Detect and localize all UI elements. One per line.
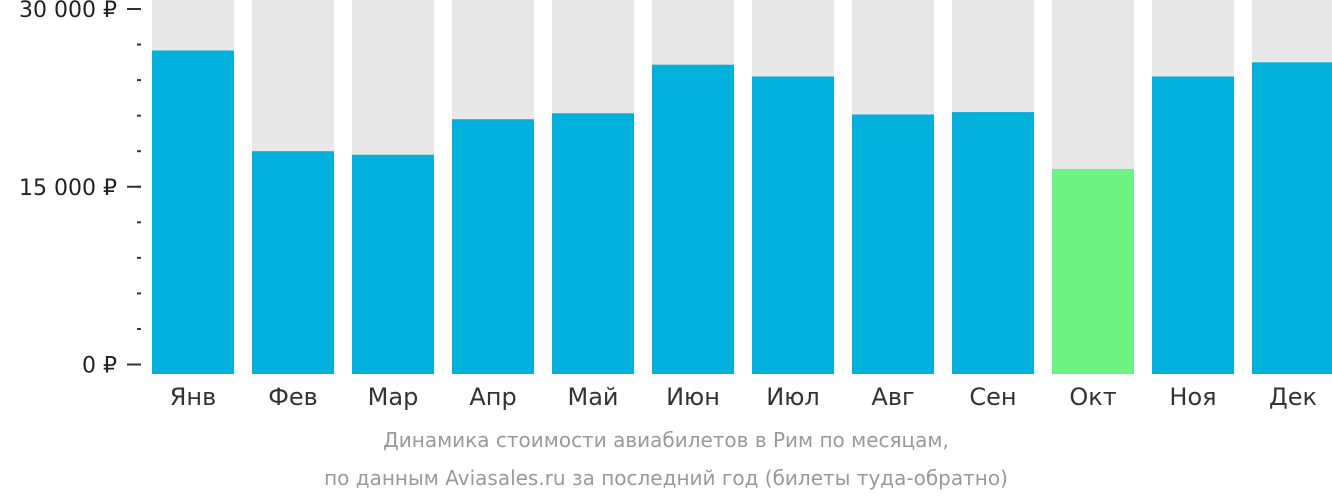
caption-line-1: Динамика стоимости авиабилетов в Рим по … [383, 428, 949, 452]
x-tick-label-month-5: Май [567, 383, 618, 411]
x-tick-label-month-2: Фев [268, 383, 318, 411]
x-tick-label-month-1: Янв [170, 383, 217, 411]
bar-month-12[interactable] [1252, 62, 1332, 374]
bar-month-3[interactable] [352, 154, 434, 374]
x-tick-label-month-12: Дек [1269, 383, 1317, 411]
x-tick-label-month-6: Июн [666, 383, 720, 411]
bar-month-11[interactable] [1152, 76, 1234, 375]
bar-month-10[interactable] [1052, 168, 1134, 374]
y-tick-label: 15 000 ₽ [19, 176, 117, 201]
bar-month-8[interactable] [852, 114, 934, 374]
bar-month-7[interactable] [752, 76, 834, 375]
x-tick-label-month-11: Ноя [1169, 383, 1216, 411]
x-tick-label-month-10: Окт [1069, 383, 1116, 411]
x-tick-label-month-7: Июл [766, 383, 820, 411]
y-tick-label: 0 ₽ [82, 354, 117, 379]
bar-month-5[interactable] [552, 113, 634, 374]
x-tick-label-month-3: Мар [368, 383, 419, 411]
x-tick-label-month-4: Апр [469, 383, 516, 411]
bar-month-4[interactable] [452, 119, 534, 374]
bars [152, 50, 1332, 375]
caption-line-2: по данным Aviasales.ru за последний год … [324, 466, 1008, 490]
price-bar-chart: 0 ₽ 15 000 ₽ 30 000 ₽ Янв Фев Мар Апр Май Июн Ию… [19, 0, 1332, 411]
bar-month-1[interactable] [152, 50, 234, 374]
y-axis: 0 ₽ 15 000 ₽ 30 000 ₽ [19, 0, 141, 379]
bar-month-2[interactable] [252, 151, 334, 374]
x-axis-labels: Янв Фев Мар Апр Май Июн Июл Авг Сен Окт Ноя Дек [170, 383, 1317, 411]
bar-month-6[interactable] [652, 64, 734, 374]
bar-month-9[interactable] [952, 112, 1034, 374]
x-tick-label-month-9: Сен [969, 383, 1016, 411]
y-tick-label: 30 000 ₽ [19, 0, 117, 23]
x-tick-label-month-8: Авг [871, 383, 914, 411]
